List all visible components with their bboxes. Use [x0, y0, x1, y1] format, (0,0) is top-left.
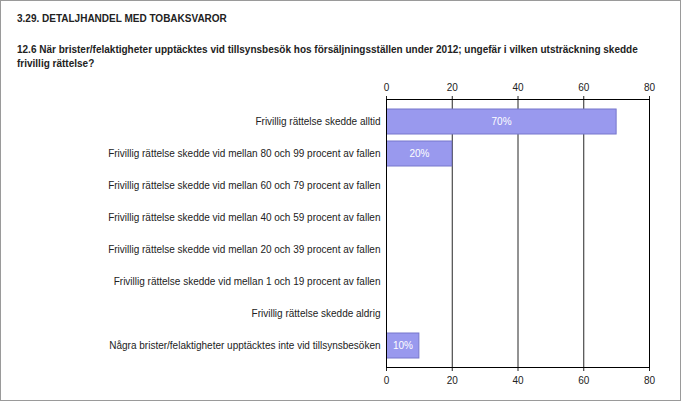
svg-text:20%: 20% — [409, 148, 429, 159]
svg-text:20: 20 — [447, 82, 459, 93]
svg-text:0: 0 — [384, 82, 390, 93]
svg-text:70%: 70% — [492, 116, 512, 127]
svg-text:80: 80 — [644, 82, 656, 93]
svg-text:Frivillig rättelse skedde vid: Frivillig rättelse skedde vid mellan 20 … — [108, 244, 380, 255]
svg-text:Frivillig rättelse skedde vid: Frivillig rättelse skedde vid mellan 1 o… — [114, 276, 381, 287]
html-text:12.6 När brister/felaktigheter: 12.6 När brister/felaktigheter upptäckte… — [17, 44, 638, 69]
svg-text:20: 20 — [447, 375, 459, 386]
svg-text:Frivillig rättelse skedde vid: Frivillig rättelse skedde vid mellan 40 … — [108, 212, 380, 223]
svg-text:0: 0 — [384, 375, 390, 386]
svg-text:40: 40 — [512, 375, 524, 386]
svg-text:60: 60 — [578, 375, 590, 386]
svg-text:60: 60 — [578, 82, 590, 93]
svg-text:Frivillig rättelse skedde allt: Frivillig rättelse skedde alltid — [255, 116, 380, 127]
svg-text:Frivillig rättelse skedde vid: Frivillig rättelse skedde vid mellan 60 … — [108, 180, 380, 191]
svg-text:Frivillig rättelse skedde aldr: Frivillig rättelse skedde aldrig — [252, 308, 381, 319]
svg-text:Några brister/felaktigheter up: Några brister/felaktigheter upptäcktes i… — [109, 340, 380, 351]
svg-text:Frivillig rättelse skedde vid: Frivillig rättelse skedde vid mellan 80 … — [108, 148, 380, 159]
html-text:3.29. DETALJHANDEL MED TOBAKSV: 3.29. DETALJHANDEL MED TOBAKSVAROR — [17, 13, 227, 24]
svg-text:80: 80 — [644, 375, 656, 386]
svg-text:40: 40 — [512, 82, 524, 93]
svg-text:10%: 10% — [393, 340, 413, 351]
